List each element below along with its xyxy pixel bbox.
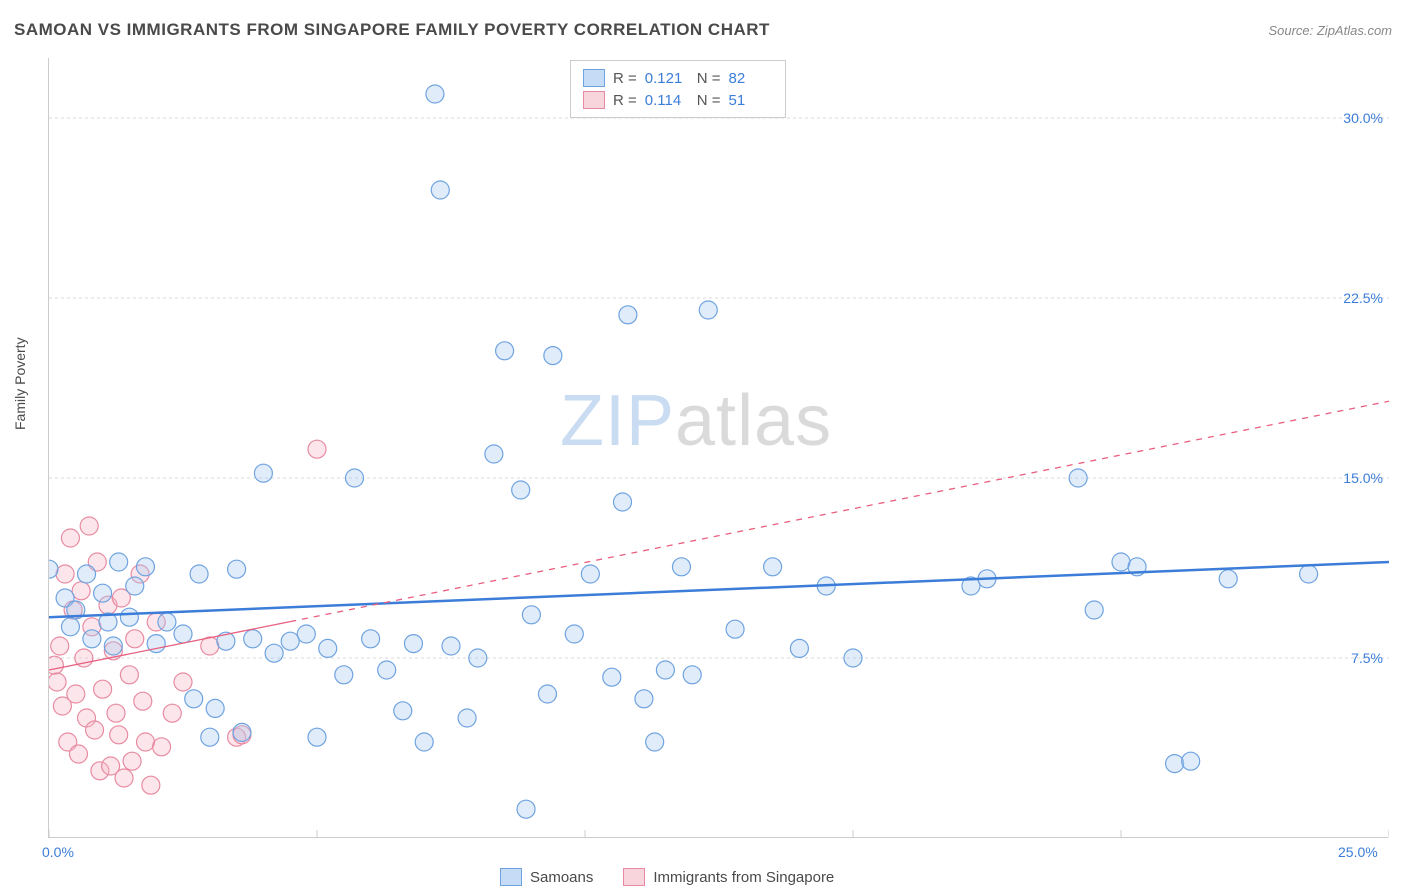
x-tick-label-min: 0.0% <box>42 844 74 860</box>
legend-row-samoans: R = 0.121 N = 82 <box>583 67 773 89</box>
chart-header: SAMOAN VS IMMIGRANTS FROM SINGAPORE FAMI… <box>14 20 1392 40</box>
swatch-singapore <box>583 91 605 109</box>
r-value-samoans: 0.121 <box>645 70 689 87</box>
y-tick-label: 22.5% <box>1328 290 1383 306</box>
bottom-legend-item-singapore: Immigrants from Singapore <box>623 868 834 886</box>
chart-title: SAMOAN VS IMMIGRANTS FROM SINGAPORE FAMI… <box>14 20 770 40</box>
bottom-legend-item-samoans: Samoans <box>500 868 593 886</box>
bottom-legend: Samoans Immigrants from Singapore <box>500 868 834 886</box>
r-label: R = <box>613 70 637 87</box>
scatter-plot-svg <box>49 58 1389 838</box>
swatch-samoans-bottom <box>500 868 522 886</box>
y-axis-label: Family Poverty <box>12 337 28 430</box>
x-tick-label-max: 25.0% <box>1338 844 1378 860</box>
n-value-samoans: 82 <box>729 70 773 87</box>
r-label: R = <box>613 92 637 109</box>
bottom-legend-label-samoans: Samoans <box>530 869 593 886</box>
chart-plot-area <box>48 58 1388 838</box>
n-label: N = <box>697 92 721 109</box>
n-label: N = <box>697 70 721 87</box>
y-tick-label: 15.0% <box>1328 470 1383 486</box>
n-value-singapore: 51 <box>729 92 773 109</box>
chart-source: Source: ZipAtlas.com <box>1268 23 1392 38</box>
stats-legend-box: R = 0.121 N = 82 R = 0.114 N = 51 <box>570 60 786 118</box>
y-tick-label: 7.5% <box>1328 650 1383 666</box>
y-tick-label: 30.0% <box>1328 110 1383 126</box>
swatch-singapore-bottom <box>623 868 645 886</box>
legend-row-singapore: R = 0.114 N = 51 <box>583 89 773 111</box>
r-value-singapore: 0.114 <box>645 92 689 109</box>
swatch-samoans <box>583 69 605 87</box>
bottom-legend-label-singapore: Immigrants from Singapore <box>653 869 834 886</box>
